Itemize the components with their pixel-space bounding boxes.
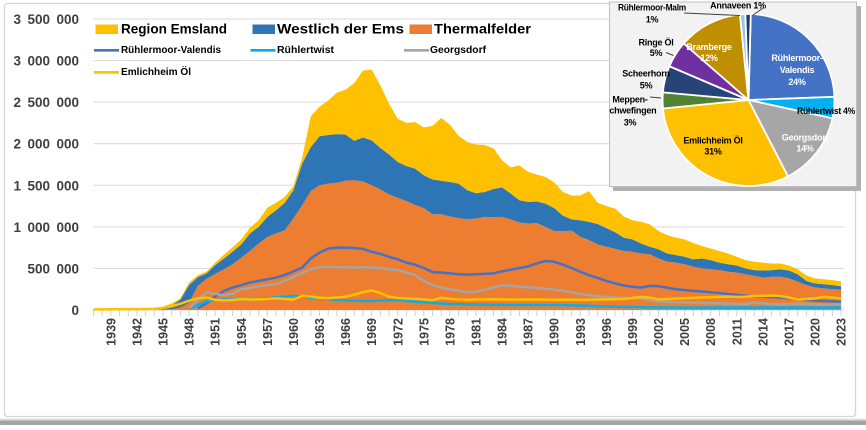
svg-text:2002: 2002	[652, 318, 666, 346]
svg-text:24%: 24%	[788, 77, 806, 87]
svg-text:Rühlermoor-Malm: Rühlermoor-Malm	[618, 3, 686, 13]
svg-text:1978: 1978	[443, 318, 457, 346]
svg-text:1987: 1987	[522, 318, 536, 346]
svg-text:Georgsdorf: Georgsdorf	[782, 133, 830, 143]
svg-text:2005: 2005	[678, 318, 692, 346]
svg-text:2023: 2023	[835, 318, 849, 346]
svg-text:Annaveen 1%: Annaveen 1%	[710, 1, 766, 11]
svg-text:Valendis: Valendis	[780, 65, 815, 75]
svg-text:Rühlertwist: Rühlertwist	[277, 45, 335, 56]
svg-text:Meppen-: Meppen-	[612, 95, 648, 105]
svg-text:Rühlertwist 4%: Rühlertwist 4%	[797, 106, 855, 116]
svg-text:1%: 1%	[646, 15, 659, 25]
svg-text:1999: 1999	[626, 318, 640, 346]
svg-text:Georgsdorf: Georgsdorf	[430, 45, 487, 56]
svg-text:1951: 1951	[209, 318, 223, 346]
svg-text:Rühlermoor-Valendis: Rühlermoor-Valendis	[121, 45, 222, 56]
svg-text:Emlichheim Öl: Emlichheim Öl	[683, 136, 742, 146]
svg-text:2 500 000: 2 500 000	[14, 95, 79, 110]
svg-text:2011: 2011	[730, 318, 744, 345]
svg-text:5%: 5%	[640, 81, 653, 91]
svg-text:1975: 1975	[417, 318, 431, 346]
svg-text:2 000 000: 2 000 000	[14, 137, 79, 152]
svg-text:1957: 1957	[261, 318, 275, 346]
svg-text:Ringe Öl: Ringe Öl	[638, 38, 673, 48]
svg-text:Schwefingen: Schwefingen	[604, 106, 657, 116]
svg-text:1939: 1939	[104, 318, 118, 346]
svg-text:1996: 1996	[600, 318, 614, 346]
svg-text:3 500 000: 3 500 000	[14, 12, 79, 27]
svg-text:1942: 1942	[130, 318, 144, 346]
svg-text:1948: 1948	[183, 318, 197, 346]
svg-text:2017: 2017	[782, 318, 796, 346]
svg-text:1 000 000: 1 000 000	[14, 220, 79, 235]
svg-text:3 000 000: 3 000 000	[14, 54, 79, 69]
svg-text:1960: 1960	[287, 318, 301, 346]
svg-text:500 000: 500 000	[27, 261, 79, 276]
svg-text:Scheerhorn: Scheerhorn	[622, 69, 670, 79]
svg-text:Region Emsland: Region Emsland	[121, 21, 227, 37]
svg-text:1993: 1993	[574, 318, 588, 346]
svg-text:14%: 14%	[796, 144, 814, 154]
svg-text:2014: 2014	[756, 318, 770, 346]
svg-text:12%: 12%	[700, 53, 718, 63]
svg-text:2008: 2008	[704, 318, 718, 346]
svg-text:1984: 1984	[496, 318, 510, 346]
svg-text:1969: 1969	[365, 318, 379, 346]
svg-text:1990: 1990	[548, 318, 562, 346]
svg-text:1981: 1981	[469, 318, 483, 346]
svg-text:5%: 5%	[650, 48, 663, 58]
svg-text:Bramberge: Bramberge	[686, 42, 732, 52]
svg-text:1972: 1972	[391, 318, 405, 346]
svg-text:2020: 2020	[809, 318, 823, 346]
svg-text:Westlich der Ems: Westlich der Ems	[277, 21, 404, 37]
svg-text:1 500 000: 1 500 000	[14, 178, 79, 193]
svg-text:Thermalfelder: Thermalfelder	[434, 21, 532, 37]
svg-text:3%: 3%	[624, 118, 637, 128]
svg-text:1963: 1963	[313, 318, 327, 346]
svg-text:31%: 31%	[704, 147, 722, 157]
svg-text:1945: 1945	[157, 318, 171, 346]
svg-text:0: 0	[71, 303, 79, 318]
svg-text:Rühlermoor-: Rühlermoor-	[771, 53, 823, 63]
svg-text:1954: 1954	[235, 318, 249, 346]
svg-text:Emlichheim Öl: Emlichheim Öl	[121, 67, 191, 78]
svg-text:1966: 1966	[339, 318, 353, 346]
